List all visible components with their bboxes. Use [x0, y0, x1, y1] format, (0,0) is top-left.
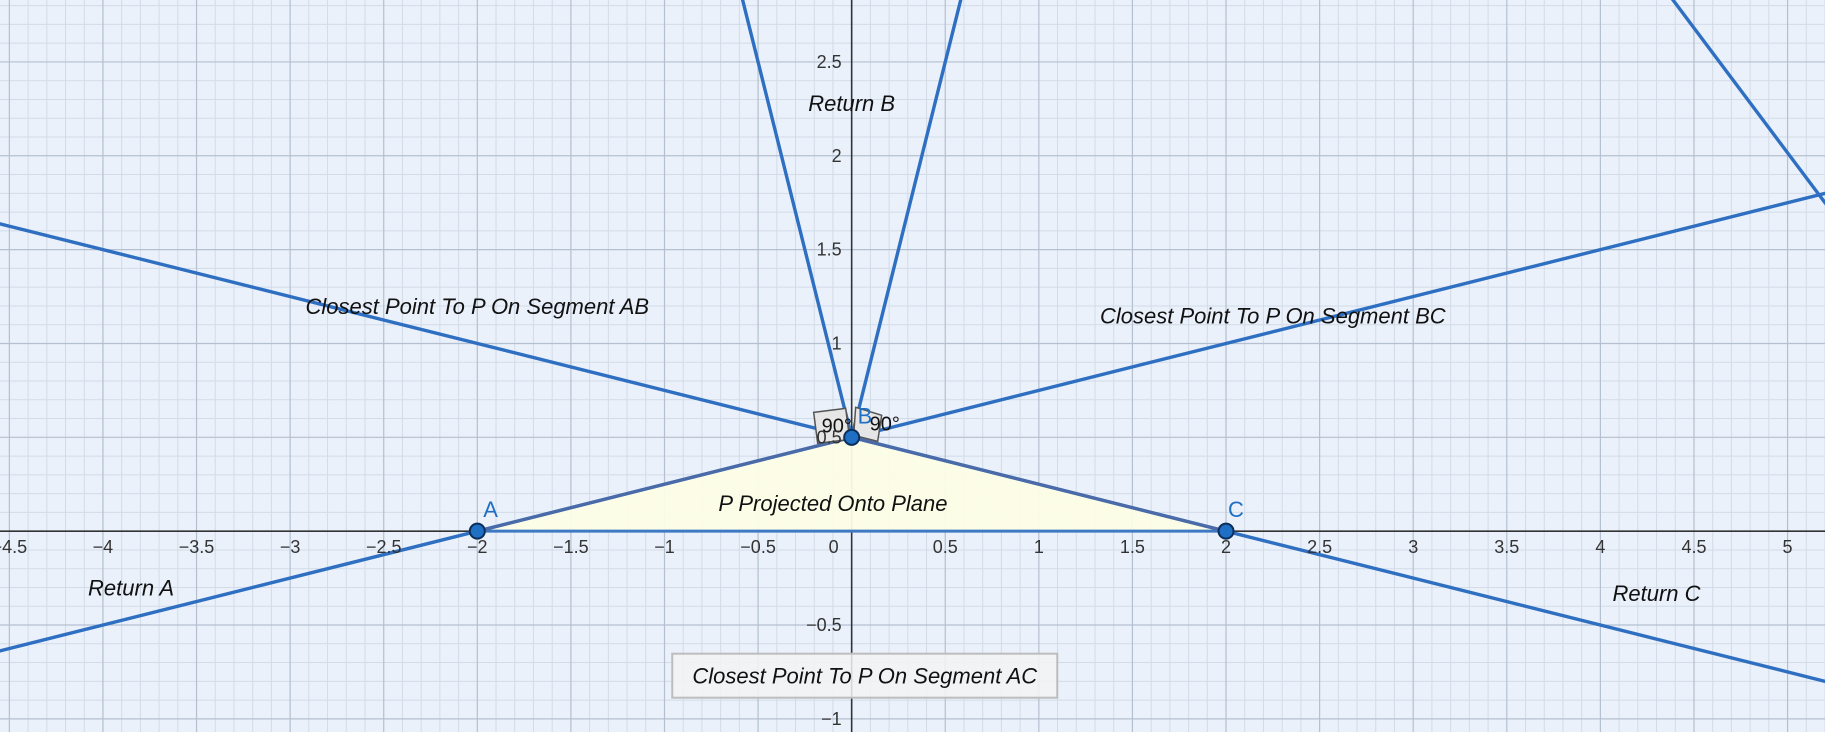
y-tick-label: 2.5: [817, 52, 842, 72]
point-a[interactable]: [468, 522, 486, 540]
region-label: Return A: [88, 575, 174, 600]
x-tick-label: 5: [1783, 537, 1793, 557]
x-tick-label: 4: [1595, 537, 1605, 557]
boundary-line: [1670, 0, 1825, 206]
region-label-box: [671, 652, 1059, 699]
x-tick-label: 1.5: [1120, 537, 1145, 557]
region-label: Closest Point To P On Segment BC: [1100, 303, 1446, 328]
x-tick-label: −2: [467, 537, 488, 557]
x-tick-label: 0.5: [933, 537, 958, 557]
region-label: Return C: [1613, 581, 1701, 606]
y-tick-label: 1.5: [817, 240, 842, 260]
region-label: Closest Point To P On Segment AB: [305, 294, 649, 319]
x-tick-label: 2: [1221, 537, 1231, 557]
x-tick-label: 2.5: [1307, 537, 1332, 557]
right-angle-marker-right: [852, 406, 883, 443]
segment-bc: [851, 435, 1227, 533]
point-label: B: [858, 403, 873, 428]
x-tick-label: −3.5: [179, 537, 215, 557]
x-tick-label: 1: [1034, 537, 1044, 557]
x-tick-label: −4: [93, 537, 114, 557]
region-labels: Return B Closest Point To P On Segment AB…: [88, 91, 1701, 699]
angle-label: 90°: [822, 415, 852, 437]
vertex-points[interactable]: A B C: [468, 403, 1244, 540]
region-label: Return B: [808, 91, 895, 116]
segment-ab: [476, 435, 853, 533]
y-tick-label: −0.5: [806, 615, 842, 635]
x-tick-label: −0.5: [740, 537, 776, 557]
x-tick-label: −1.5: [553, 537, 589, 557]
y-tick-label: 1: [832, 333, 842, 353]
x-tick-label: 0: [829, 537, 839, 557]
x-tick-label: 3.5: [1494, 537, 1519, 557]
point-c[interactable]: [1217, 522, 1235, 540]
tick-labels: −4.5 −4 −3.5 −3 −2.5 −2 −1.5 −1 −0.5 0 0.5 1 1.5 2 2.5…: [0, 52, 1793, 729]
y-tick-label: −1: [821, 709, 842, 729]
region-label: Closest Point To P On Segment AC: [692, 664, 1037, 689]
x-tick-label: −1: [654, 537, 675, 557]
y-tick-label: 0.5: [817, 427, 842, 447]
y-tick-label: 2: [832, 146, 842, 166]
x-tick-label: −3: [280, 537, 301, 557]
boundary-line: [740, 0, 854, 440]
triangle-fill: [477, 437, 1227, 532]
region-label: P Projected Onto Plane: [718, 491, 947, 516]
boundary-line: [0, 191, 1825, 653]
point-b[interactable]: [843, 428, 861, 446]
point-label: C: [1228, 497, 1244, 522]
right-angle-markers: 90° 90°: [812, 406, 900, 445]
x-tick-label: 4.5: [1681, 537, 1706, 557]
angle-label: 90°: [870, 413, 900, 435]
projection-triangle: [477, 437, 1227, 533]
boundary-line: [849, 0, 963, 440]
x-tick-label: 3: [1408, 537, 1418, 557]
x-tick-label: −2.5: [366, 537, 402, 557]
point-label: A: [483, 497, 498, 522]
x-tick-label: −4.5: [0, 537, 27, 557]
